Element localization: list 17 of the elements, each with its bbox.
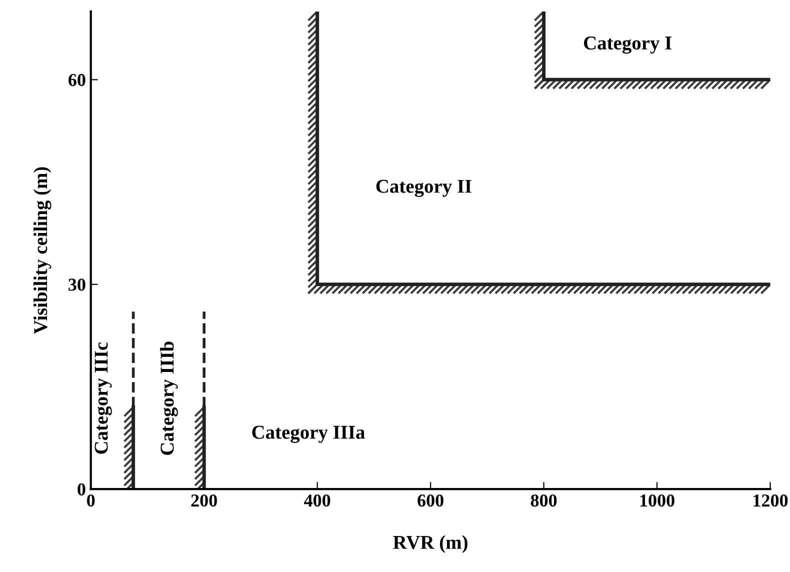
x-tick-label: 1200 [754,494,788,507]
y-tick-label: 60 [68,74,86,86]
x-tick-label: 800 [530,494,557,507]
y-tick-label: 30 [68,278,86,291]
annotation: Category IIIb [160,342,178,455]
x-axis-title: RVR (m) [393,535,468,553]
annotation: Category I [584,36,672,54]
x-tick-label: 200 [191,494,217,507]
y-axis-title: Visibility ceiling (m) [33,167,52,334]
annotation: Category IIIc [94,342,112,454]
x-tick-label: 0 [87,494,95,507]
y-tick-label: 0 [78,483,86,496]
annotation: Category IIIa [252,426,365,443]
x-tick-label: 1000 [640,494,674,507]
annotation: Category II [376,180,472,197]
x-tick-label: 400 [304,494,330,507]
x-tick-label: 600 [418,494,444,507]
